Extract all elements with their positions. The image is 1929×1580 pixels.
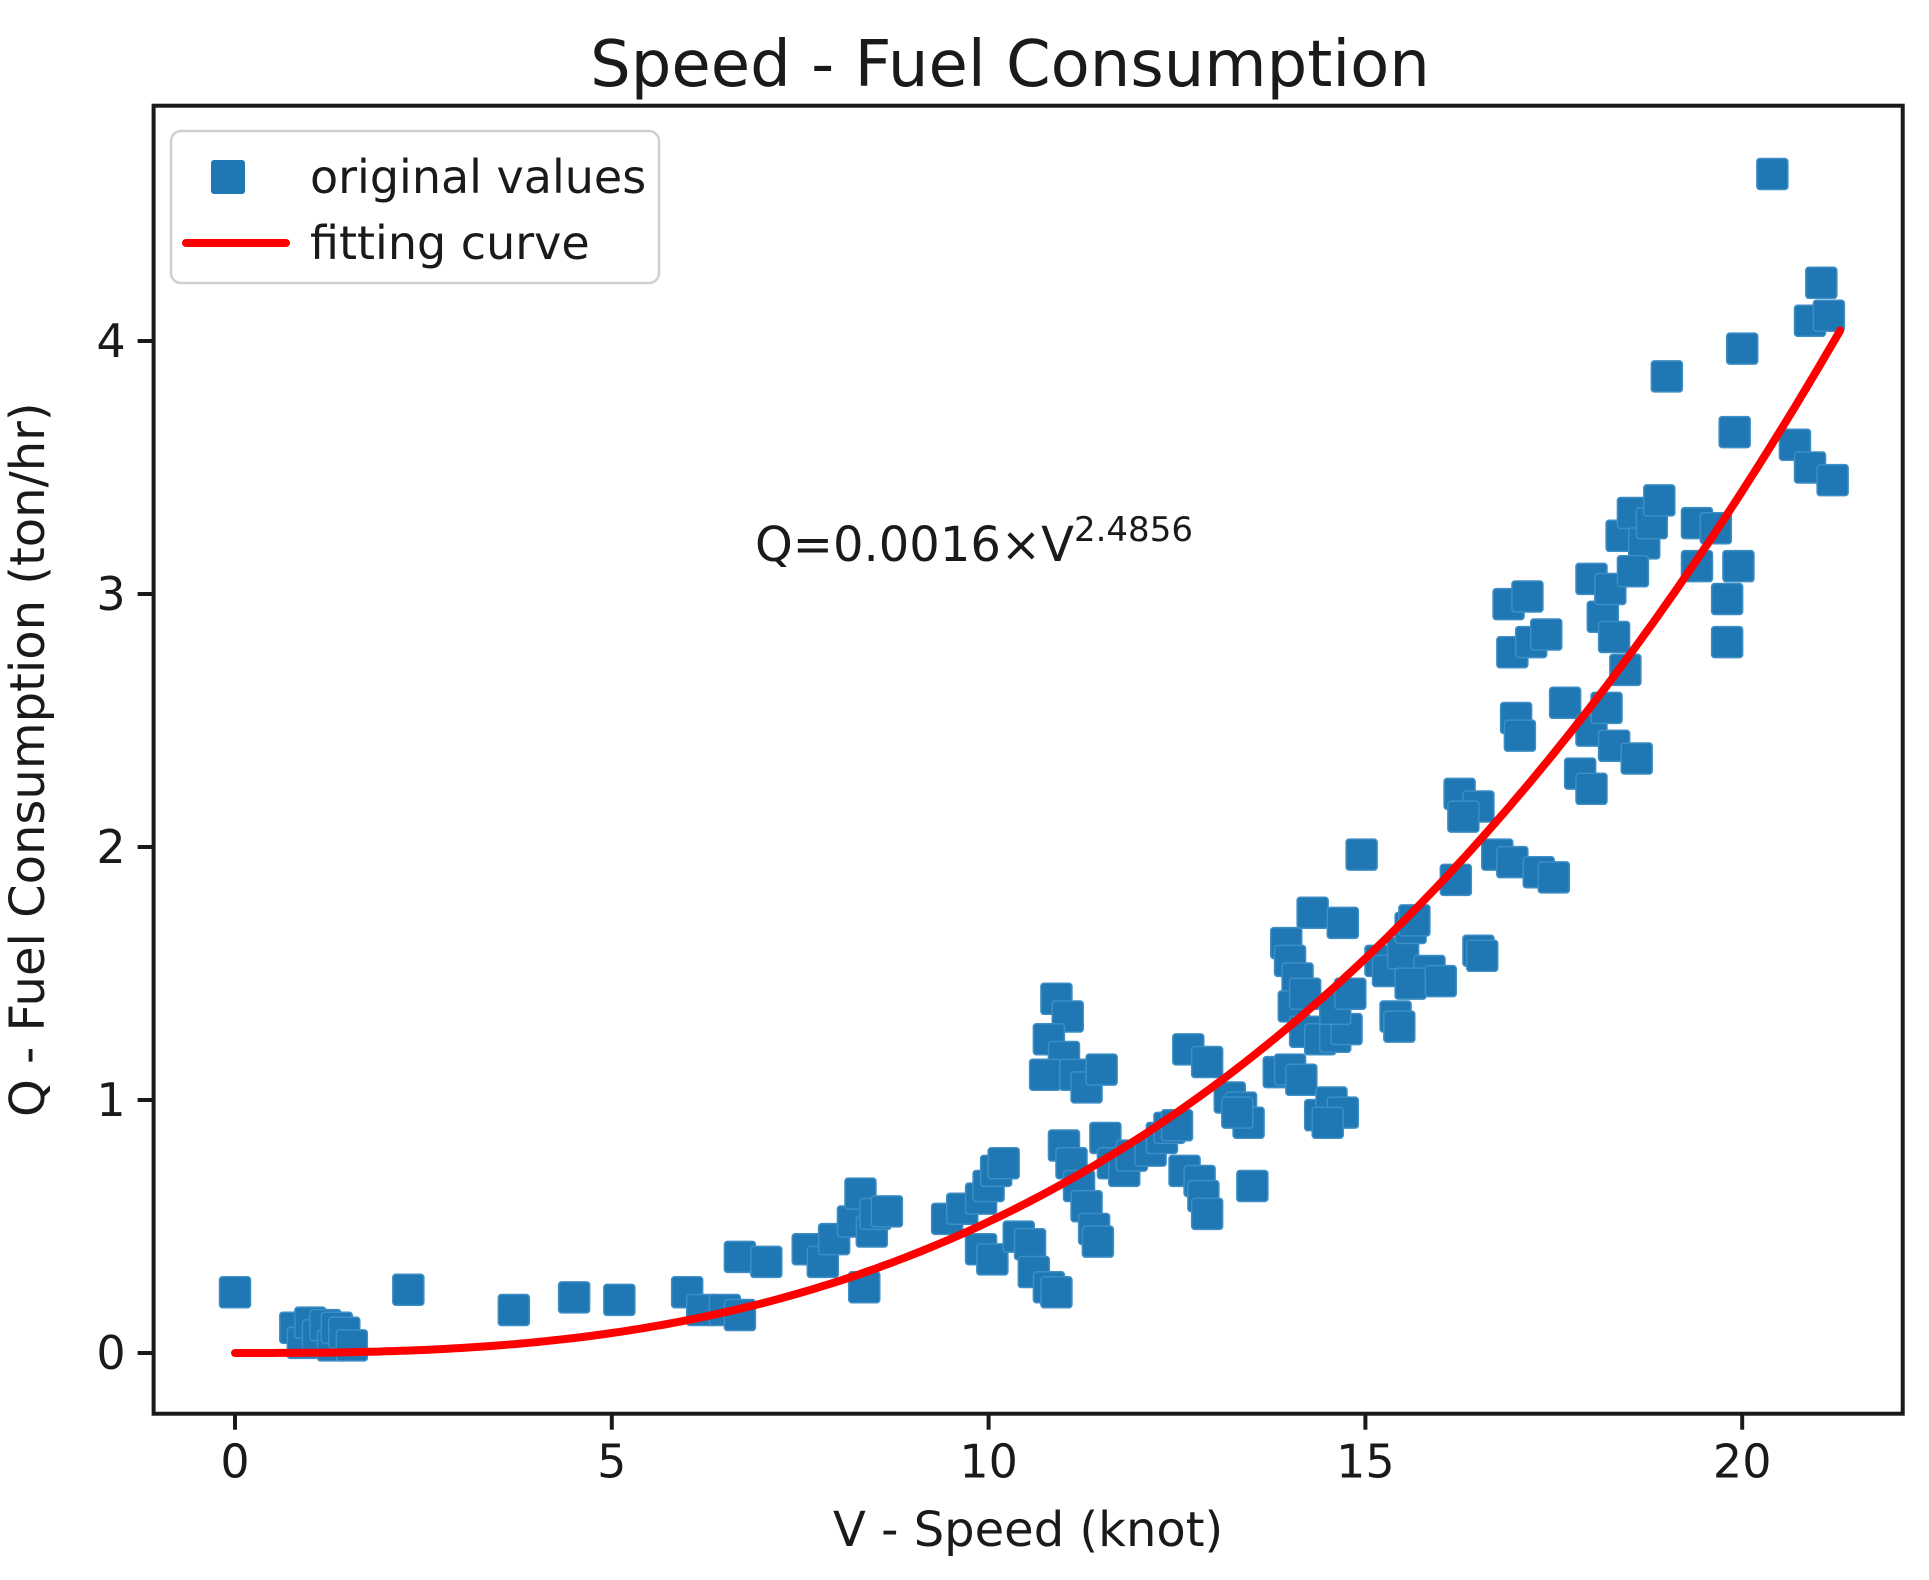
legend-label-fitting-curve: fitting curve xyxy=(310,216,590,270)
scatter-point xyxy=(1597,620,1631,654)
scatter-point xyxy=(870,1195,904,1228)
scatter-point xyxy=(1548,686,1582,720)
scatter-point xyxy=(497,1293,531,1327)
scatter-point xyxy=(976,1243,1009,1276)
scatter-point xyxy=(1326,906,1360,940)
scatter-point xyxy=(1722,549,1755,583)
equation-annotation: Q=0.0016×V2.4856 xyxy=(755,510,1193,573)
y-tick-label: 2 xyxy=(96,820,125,874)
scatter-point xyxy=(1013,1227,1047,1261)
scatter-point xyxy=(557,1281,591,1314)
scatter-point xyxy=(1812,299,1846,332)
y-axis-label: Q - Fuel Consumption (ton/hr) xyxy=(0,402,56,1117)
legend-marker-square xyxy=(211,160,245,194)
scatter-point xyxy=(1285,1063,1318,1097)
scatter-point xyxy=(1190,1197,1224,1231)
scatter-point xyxy=(1394,967,1427,1000)
scatter-point xyxy=(1816,463,1849,497)
scatter-point xyxy=(1575,772,1608,806)
scatter-point xyxy=(1620,742,1653,775)
scatter-point xyxy=(1756,157,1789,191)
scatter-point xyxy=(987,1147,1020,1180)
chart-title: Speed - Fuel Consumption xyxy=(590,28,1430,102)
y-tick-label: 1 xyxy=(96,1073,125,1127)
scatter-point xyxy=(1311,1106,1344,1140)
scatter-point xyxy=(1537,861,1571,894)
scatter-point xyxy=(603,1283,636,1317)
scatter-points xyxy=(218,157,1849,1362)
scatter-point xyxy=(1334,977,1367,1010)
scatter-point xyxy=(1040,1276,1073,1309)
x-tick-label: 15 xyxy=(1336,1435,1395,1489)
scatter-point xyxy=(1465,939,1499,973)
scatter-point xyxy=(1530,618,1563,651)
scatter-point xyxy=(1718,415,1751,449)
scatter-point xyxy=(1085,1053,1118,1086)
x-tick-label: 10 xyxy=(959,1435,1018,1489)
scatter-point xyxy=(392,1273,425,1306)
scatter-point xyxy=(1805,266,1838,300)
scatter-point xyxy=(1296,896,1329,930)
scatter-point xyxy=(1081,1225,1115,1258)
y-tick-label: 4 xyxy=(96,314,125,368)
scatter-point xyxy=(1710,582,1744,616)
scatter-point xyxy=(1725,332,1759,365)
x-tick-label: 5 xyxy=(597,1435,626,1489)
scatter-point xyxy=(1383,1010,1416,1043)
scatter-point xyxy=(1643,484,1676,517)
fitting-curve xyxy=(231,326,1845,1357)
scatter-point xyxy=(1236,1169,1269,1203)
scatter-point xyxy=(1190,1045,1224,1079)
scatter-point xyxy=(1447,800,1480,833)
scatter-point xyxy=(1710,625,1744,659)
legend-label-original-values: original values xyxy=(310,150,646,204)
scatter-point xyxy=(1345,838,1378,871)
x-axis-label: V - Speed (knot) xyxy=(833,1502,1223,1558)
legend-box xyxy=(169,129,661,285)
y-tick-label: 0 xyxy=(96,1326,125,1380)
scatter-point xyxy=(1616,554,1650,588)
x-tick-label: 20 xyxy=(1713,1435,1772,1489)
scatter-point xyxy=(1028,1058,1062,1091)
x-tick-label: 0 xyxy=(220,1435,249,1489)
plot-frame xyxy=(151,103,1905,1416)
scatter-point xyxy=(1424,964,1458,998)
scatter-point xyxy=(1650,360,1684,393)
y-tick-label: 3 xyxy=(96,567,125,621)
scatter-point xyxy=(1511,580,1544,613)
scatter-point xyxy=(1221,1096,1254,1129)
scatter-point xyxy=(750,1245,783,1279)
scatter-point xyxy=(218,1276,252,1309)
scatter-point xyxy=(1503,719,1537,752)
